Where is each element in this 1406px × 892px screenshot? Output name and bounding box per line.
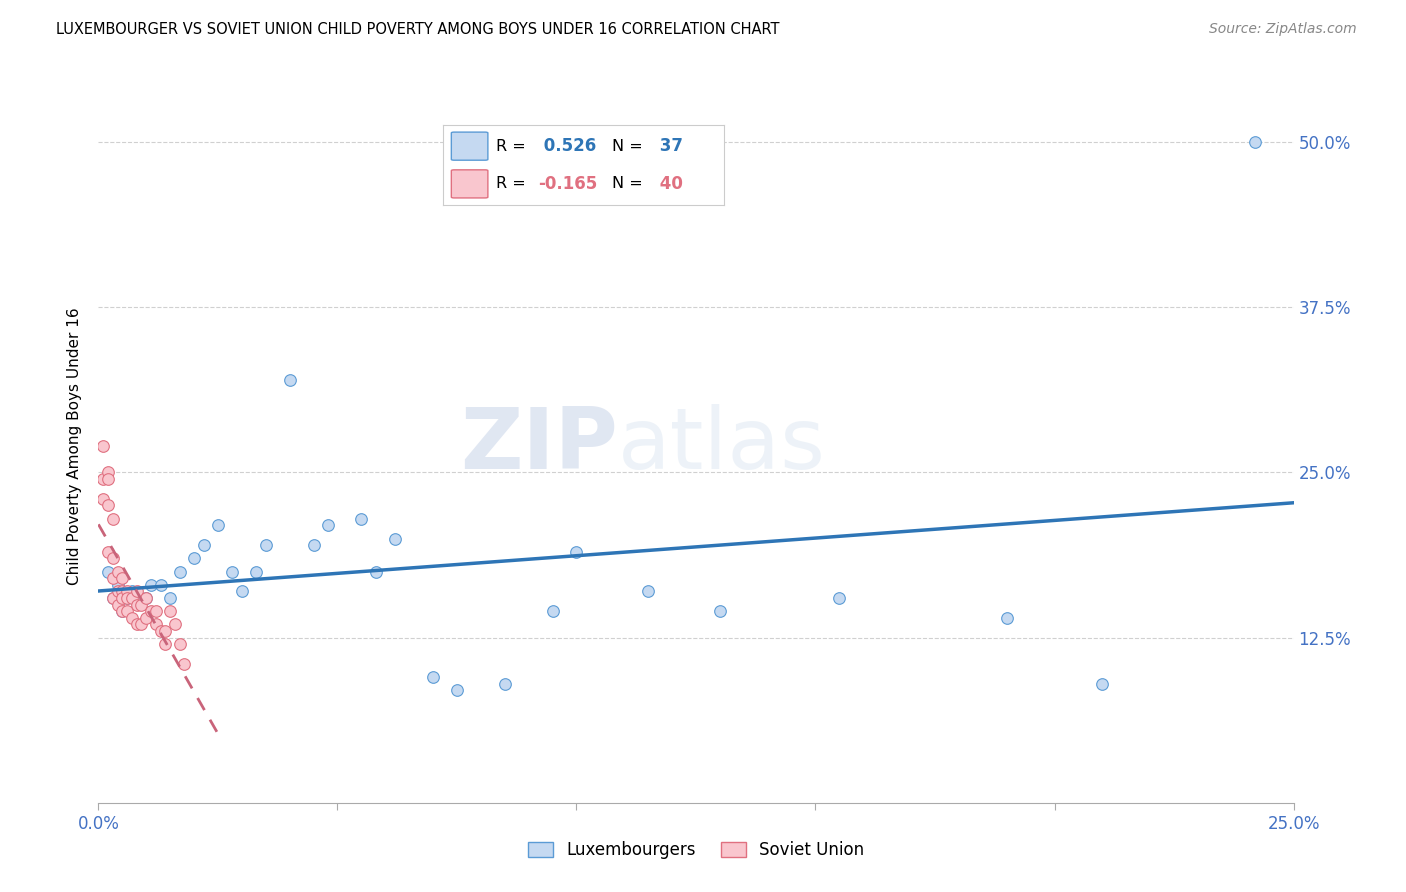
FancyBboxPatch shape [451,169,488,198]
Point [91,472,114,486]
Point [145,617,167,632]
Text: 37: 37 [654,137,683,155]
Point [107,598,129,612]
Point [107,565,129,579]
Point [91,439,114,453]
Point [159,591,181,605]
Text: ZIP: ZIP [461,404,619,488]
Point [145,604,167,618]
Point [1244,135,1267,149]
Point [446,683,468,698]
Point [183,551,205,566]
Point [115,591,138,605]
Point [125,598,148,612]
Point [302,538,325,552]
Point [121,611,143,625]
Point [111,604,134,618]
Point [125,591,148,605]
Point [139,604,162,618]
Point [1091,677,1114,691]
Text: R =: R = [496,177,526,192]
Point [637,584,659,599]
Point [111,571,134,585]
Point [115,604,138,618]
Point [131,598,153,612]
Point [169,637,191,651]
Point [131,617,153,632]
Point [221,565,243,579]
Point [111,584,134,599]
Point [97,466,120,480]
Text: -0.165: -0.165 [538,175,598,193]
Point [135,611,157,625]
Point [494,677,516,691]
Point [350,511,373,525]
Point [245,565,267,579]
Point [115,584,138,599]
Point [97,565,120,579]
Point [995,611,1018,625]
Point [125,617,148,632]
Point [107,584,129,599]
Point [115,591,138,605]
Text: Source: ZipAtlas.com: Source: ZipAtlas.com [1209,22,1357,37]
Point [101,551,124,566]
Point [541,604,564,618]
Text: R =: R = [496,138,526,153]
Point [111,591,134,605]
Point [121,584,143,599]
Point [97,499,120,513]
Point [135,591,157,605]
Point [101,591,124,605]
Y-axis label: Child Poverty Among Boys Under 16: Child Poverty Among Boys Under 16 [67,307,83,585]
Point [101,571,124,585]
Point [316,518,339,533]
Point [125,584,148,599]
Point [193,538,215,552]
Point [155,637,177,651]
Point [121,591,143,605]
Text: 0.526: 0.526 [538,137,596,155]
Point [155,624,177,638]
Text: LUXEMBOURGER VS SOVIET UNION CHILD POVERTY AMONG BOYS UNDER 16 CORRELATION CHART: LUXEMBOURGER VS SOVIET UNION CHILD POVER… [56,22,780,37]
Point [828,591,851,605]
Text: N =: N = [612,138,643,153]
Point [101,511,124,525]
Point [107,578,129,592]
Text: atlas: atlas [619,404,827,488]
Point [91,491,114,506]
Point [163,617,186,632]
Point [278,373,301,387]
Point [111,604,134,618]
Point [422,670,444,684]
Point [131,591,153,605]
Point [173,657,195,671]
Point [254,538,277,552]
Point [384,532,406,546]
Legend: Luxembourgers, Soviet Union: Luxembourgers, Soviet Union [522,835,870,866]
Text: 40: 40 [654,175,683,193]
Point [97,472,120,486]
Point [101,591,124,605]
Point [207,518,229,533]
FancyBboxPatch shape [451,132,488,161]
Point [565,545,588,559]
Point [149,624,172,638]
Point [709,604,731,618]
Point [97,545,120,559]
Point [364,565,387,579]
Text: N =: N = [612,177,643,192]
Point [231,584,253,599]
Point [135,591,157,605]
Point [139,578,162,592]
Point [159,604,181,618]
Point [149,578,172,592]
Point [169,565,191,579]
